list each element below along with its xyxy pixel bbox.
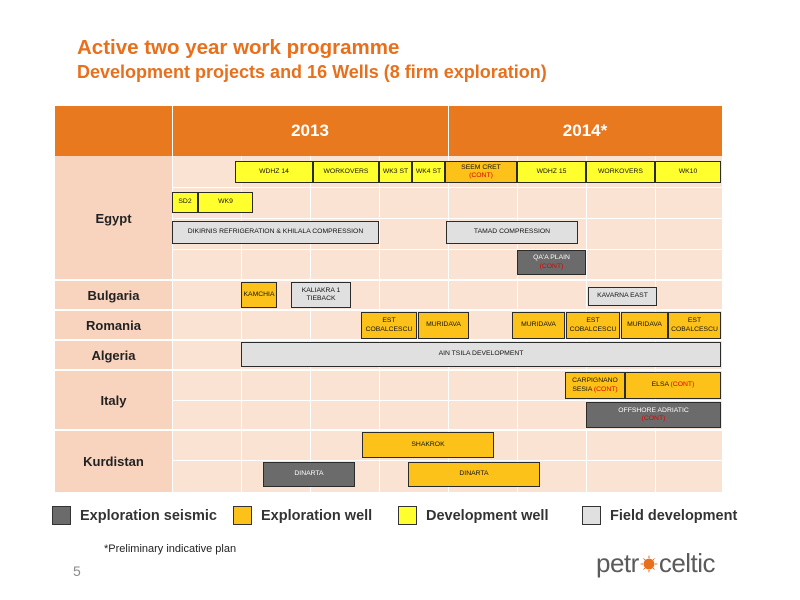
activity-bar: WDHZ 14 <box>235 161 313 183</box>
grid-line <box>172 460 722 461</box>
activity-bar: DINARTA <box>263 462 355 487</box>
activity-bar: WORKOVERS <box>313 161 379 183</box>
row-divider <box>55 309 722 311</box>
grid-line <box>172 187 722 188</box>
activity-bar: MURIDAVA <box>418 312 469 339</box>
page-number: 5 <box>73 563 81 579</box>
row-divider <box>55 339 722 341</box>
country-kurdistan: Kurdistan <box>55 430 172 492</box>
activity-bar: KALIAKRA 1 TIEBACK <box>291 282 351 308</box>
activity-bar: MURIDAVA <box>512 312 565 339</box>
activity-bar: EST COBALCESCU <box>668 312 721 339</box>
activity-bar: WK3 ST <box>379 161 412 183</box>
activity-bar: ELSA (CONT) <box>625 372 721 399</box>
legend-swatch <box>398 506 417 525</box>
header-divider <box>172 106 173 156</box>
grid-line <box>241 156 242 492</box>
activity-bar: SHAKROK <box>362 432 494 458</box>
grid-line <box>310 156 311 492</box>
legend-field-development: Field development <box>582 506 737 525</box>
country-egypt: Egypt <box>55 156 172 280</box>
footnote: *Preliminary indicative plan <box>104 543 237 555</box>
company-logo: petr celtic <box>596 548 716 578</box>
legend-swatch <box>233 506 252 525</box>
header-divider <box>448 106 449 156</box>
gantt-chart: 2013 2014* Egypt Bulgaria Romania Algeri… <box>55 106 722 492</box>
country-bulgaria: Bulgaria <box>55 280 172 310</box>
grid-line <box>172 156 173 492</box>
activity-bar: KAVARNA EAST <box>588 287 657 306</box>
activity-bar: OFFSHORE ADRIATIC (CONT) <box>586 402 721 428</box>
country-italy: Italy <box>55 370 172 430</box>
gantt-header <box>55 106 722 156</box>
grid-line <box>172 218 722 219</box>
slide-subtitle: Development projects and 16 Wells (8 fir… <box>77 62 547 82</box>
row-divider <box>55 429 722 431</box>
slide-title: Active two year work programme <box>77 36 400 59</box>
activity-bar: DINARTA <box>408 462 540 487</box>
row-divider <box>55 369 722 371</box>
legend-exploration-well: Exploration well <box>233 506 372 525</box>
logo-sun-icon <box>639 554 658 573</box>
activity-bar: SEEM CRET (CONT) <box>445 161 517 183</box>
legend-development-well: Development well <box>398 506 548 525</box>
activity-bar: CARPIGNANO SESIA (CONT) <box>565 372 625 399</box>
year-header-2014: 2014* <box>562 121 608 140</box>
activity-bar: KAMCHIA <box>241 282 277 308</box>
legend-exploration-seismic: Exploration seismic <box>52 506 217 525</box>
activity-bar: WK10 <box>655 161 721 183</box>
grid-line <box>172 400 722 401</box>
legend-swatch <box>52 506 71 525</box>
activity-bar: WDHZ 15 <box>517 161 586 183</box>
activity-bar: DIKIRNIS REFRIGERATION & KHILALA COMPRES… <box>172 221 379 244</box>
activity-bar: QA'A PLAIN (CONT) <box>517 250 586 275</box>
legend-swatch <box>582 506 601 525</box>
activity-bar: AIN TSILA DEVELOPMENT <box>241 342 721 367</box>
country-romania: Romania <box>55 310 172 340</box>
activity-bar: EST COBALCESCU <box>566 312 620 339</box>
activity-bar: TAMAD COMPRESSION <box>446 221 578 244</box>
year-header-2013: 2013 <box>291 121 329 140</box>
grid-line <box>172 249 722 250</box>
activity-bar: SD2 <box>172 192 198 213</box>
activity-bar: WK4 ST <box>412 161 445 183</box>
country-algeria: Algeria <box>55 340 172 370</box>
activity-bar: WK9 <box>198 192 253 213</box>
activity-bar: EST COBALCESCU <box>361 312 417 339</box>
row-divider <box>55 279 722 281</box>
activity-bar: MURIDAVA <box>621 312 668 339</box>
activity-bar: WORKOVERS <box>586 161 655 183</box>
